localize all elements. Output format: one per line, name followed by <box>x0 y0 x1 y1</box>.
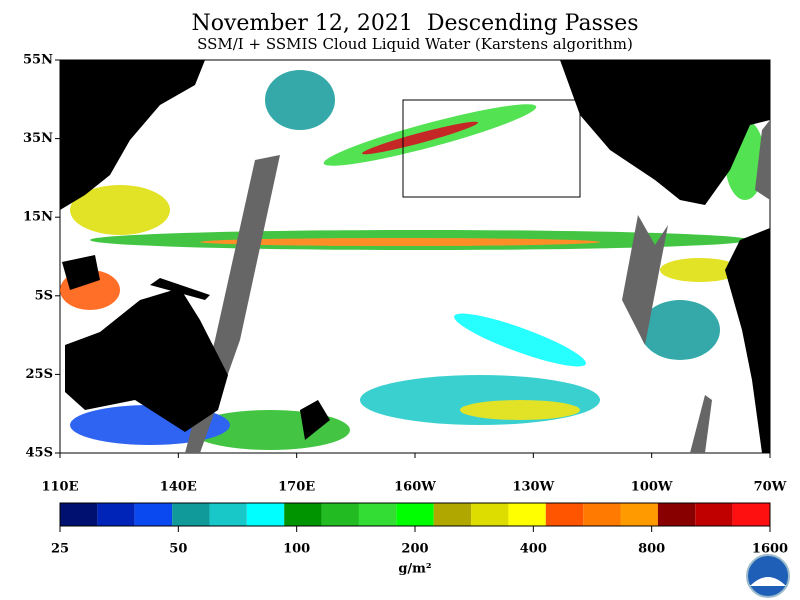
colorbar-label: 1600 <box>752 542 788 557</box>
logo-circle <box>746 554 790 598</box>
lon-label: 130W <box>512 480 554 495</box>
lat-label: 35N <box>23 131 53 146</box>
colorbar-swatch <box>657 503 696 526</box>
colorbar-label: 200 <box>401 542 428 557</box>
cloud-band <box>200 238 600 246</box>
lat-label: 25S <box>26 367 53 382</box>
lat-label: 55N <box>23 53 53 68</box>
subtitle: SSM/I + SSMIS Cloud Liquid Water (Karste… <box>197 35 633 53</box>
colorbar-swatch <box>620 503 658 526</box>
colorbar-label: 50 <box>169 542 187 557</box>
colorbar-swatch <box>97 503 135 526</box>
cloud-patch <box>265 70 335 130</box>
colorbar-swatch <box>172 503 210 526</box>
region-box <box>402 99 581 198</box>
colorbar-label: 400 <box>520 542 547 557</box>
lon-label: 70W <box>754 480 787 495</box>
colorbar-swatch <box>246 503 285 526</box>
colorbar-swatch <box>284 503 322 526</box>
cloud-patch <box>454 313 586 367</box>
colorbar-swatch <box>583 503 621 526</box>
colorbar-swatch <box>695 503 733 526</box>
borneo <box>62 255 100 290</box>
colorbar-swatch <box>134 503 173 526</box>
lat-label: 45S <box>26 446 53 461</box>
lon-label: 110E <box>41 480 78 495</box>
swath-gap <box>690 395 712 453</box>
colorbar-swatch <box>209 503 247 526</box>
land <box>60 60 770 453</box>
asia <box>60 60 205 210</box>
new-guinea <box>150 278 210 300</box>
north-america <box>560 60 770 205</box>
axes: 55N 35N 15N 5S 25S 45S 110E 140E 170E 160W 130W 100… <box>23 53 787 495</box>
colorbar-swatch <box>321 503 359 526</box>
colorbar: 25 50 100 200 400 800 1600 <box>51 502 788 557</box>
lon-label: 170E <box>278 480 315 495</box>
lon-label: 160W <box>394 480 436 495</box>
colorbar-swatch <box>60 503 98 526</box>
cloud-patch <box>660 258 740 282</box>
lat-label: 5S <box>35 288 53 303</box>
cloud-patch <box>70 185 170 235</box>
colorbar-label: 25 <box>51 542 69 557</box>
colorbar-label: 100 <box>283 542 310 557</box>
colorbar-swatch <box>545 503 584 526</box>
lat-label: 15N <box>23 210 53 225</box>
title: November 12, 2021 Descending Passes <box>191 11 638 36</box>
colorbar-swatch <box>471 503 509 526</box>
colorbar-label: 800 <box>638 542 665 557</box>
south-america <box>725 228 770 453</box>
swath-gap <box>755 120 770 200</box>
cloud-patch <box>460 400 580 420</box>
colorbar-swatch <box>508 503 546 526</box>
noaa-logo <box>746 554 790 598</box>
logo-gull <box>750 577 786 586</box>
swath-gap <box>622 215 668 345</box>
cloud-band <box>362 121 478 155</box>
lon-label: 100W <box>631 480 673 495</box>
colorbar-unit: g/m² <box>398 562 431 577</box>
colorbar-swatch <box>433 503 472 526</box>
map <box>59 59 771 454</box>
australia <box>65 288 228 432</box>
lon-label: 140E <box>160 480 197 495</box>
cloud-patch <box>360 375 600 425</box>
new-zealand <box>300 400 330 440</box>
colorbar-swatch <box>732 503 770 526</box>
cloud-patch <box>640 300 720 360</box>
colorbar-swatch <box>396 503 434 526</box>
colorbar-swatch <box>358 503 397 526</box>
